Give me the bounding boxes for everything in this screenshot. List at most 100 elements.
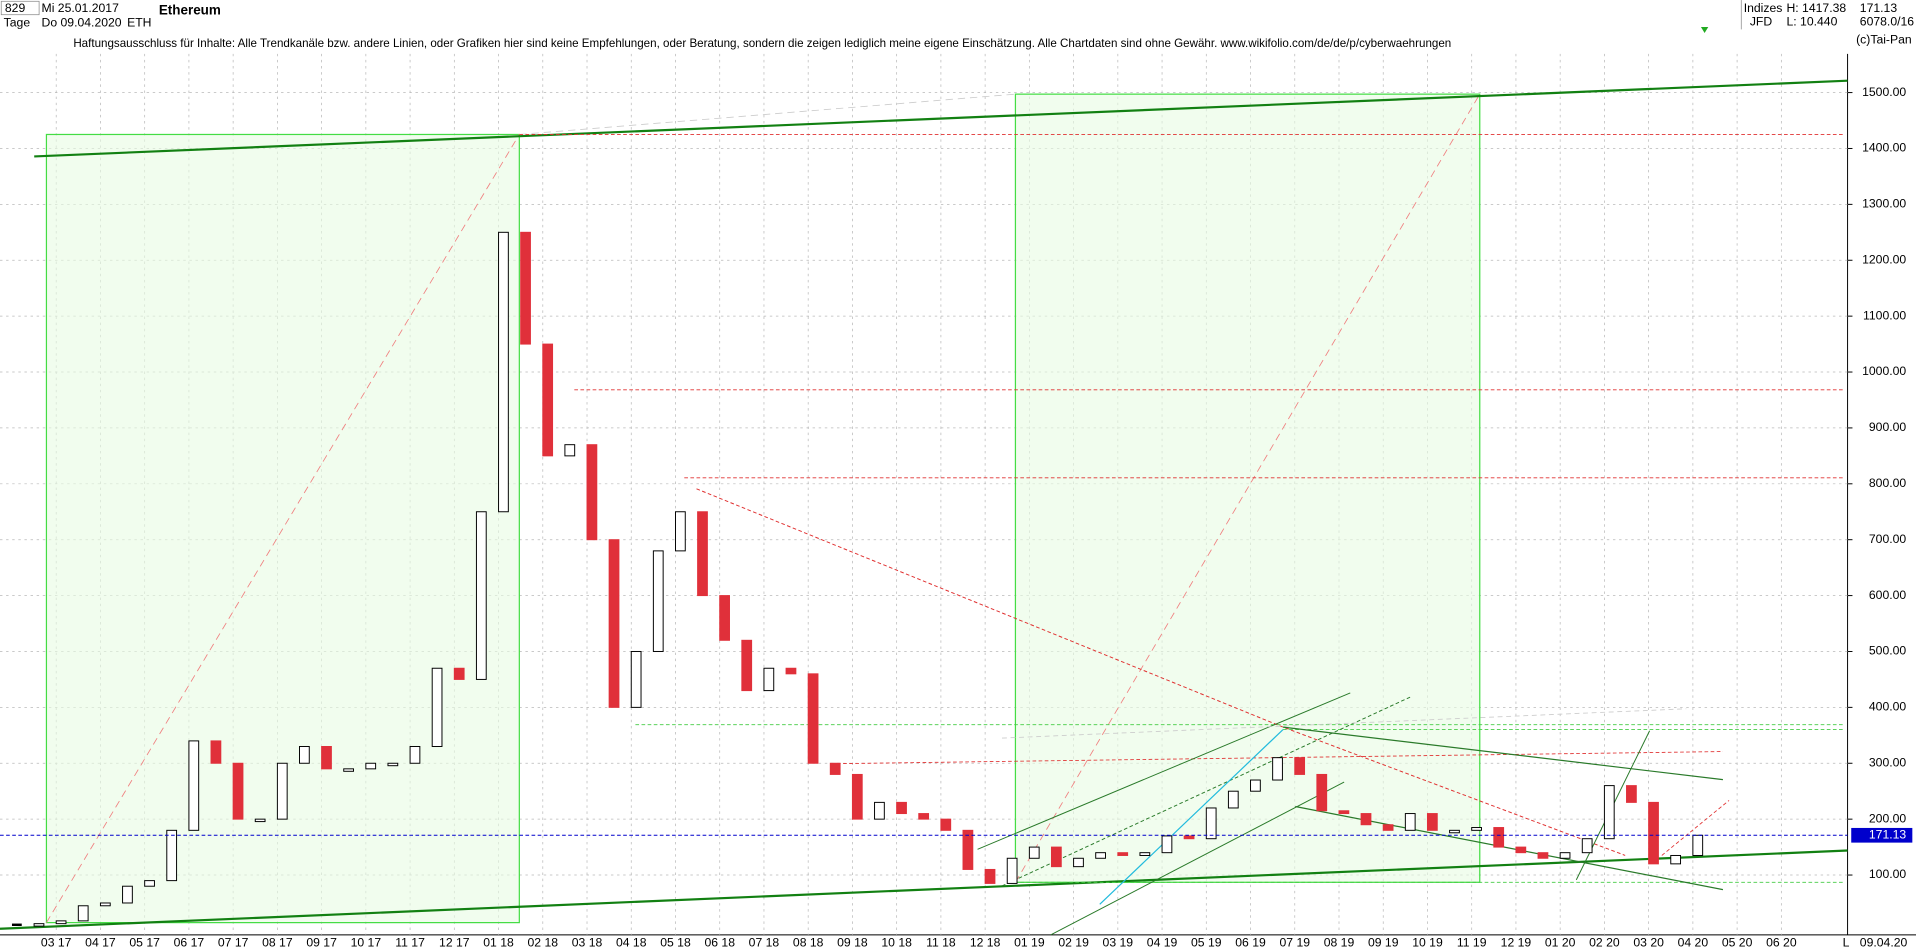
candle bbox=[254, 818, 266, 823]
x-tick-label: 01 19 bbox=[1014, 936, 1045, 950]
x-tick-label: 08 18 bbox=[793, 936, 824, 950]
candle bbox=[1006, 857, 1018, 884]
id-box[interactable] bbox=[0, 0, 40, 16]
candle bbox=[1183, 835, 1195, 840]
drawings bbox=[0, 79, 1848, 936]
x-tick-label: 07 18 bbox=[749, 936, 780, 950]
x-tick-label: 04 20 bbox=[1678, 936, 1709, 950]
y-tick-label: 900.00 bbox=[1869, 420, 1907, 434]
candle bbox=[1426, 813, 1438, 831]
candle bbox=[719, 595, 730, 641]
candle bbox=[1205, 807, 1217, 840]
x-tick-label: 07 19 bbox=[1279, 936, 1310, 950]
candle bbox=[1692, 834, 1704, 856]
x-tick-label: 09 19 bbox=[1368, 936, 1399, 950]
x-tick-label: 04 17 bbox=[85, 936, 116, 950]
header-title: Ethereum bbox=[159, 3, 221, 18]
y-tick-label: 800.00 bbox=[1869, 476, 1907, 490]
candle bbox=[1382, 824, 1394, 831]
candle bbox=[1294, 757, 1306, 775]
candle bbox=[608, 539, 620, 708]
candle bbox=[1404, 813, 1416, 831]
diag-1 bbox=[46, 134, 520, 923]
footer-mode: L bbox=[1843, 936, 1850, 950]
header-last: 171.13 bbox=[1860, 1, 1898, 15]
candle bbox=[1493, 827, 1505, 848]
candle bbox=[122, 885, 133, 904]
x-tick-label: 11 19 bbox=[1457, 936, 1487, 950]
x-tick-label: 05 19 bbox=[1191, 936, 1222, 950]
candle bbox=[1316, 773, 1328, 812]
candle bbox=[1073, 857, 1084, 868]
x-tick-label: 03 19 bbox=[1103, 936, 1134, 950]
x-tick-label: 03 20 bbox=[1633, 936, 1664, 950]
candle bbox=[896, 801, 907, 815]
header-period[interactable]: Tage bbox=[4, 15, 31, 29]
x-tick-label: 08 17 bbox=[262, 936, 293, 950]
x-tick-label: 01 18 bbox=[483, 936, 514, 950]
candle bbox=[1537, 852, 1549, 859]
candle bbox=[807, 673, 819, 764]
x-tick-label: 11 17 bbox=[395, 936, 425, 950]
last-price-box bbox=[1851, 827, 1913, 843]
candles bbox=[0, 231, 1848, 927]
y-tick-label: 1100.00 bbox=[1863, 308, 1906, 322]
x-tick-label: 03 18 bbox=[572, 936, 603, 950]
header-from-date: Mi 25.01.2017 bbox=[42, 1, 120, 15]
candle bbox=[453, 667, 465, 680]
x-tick-label: 08 19 bbox=[1324, 936, 1355, 950]
candle bbox=[520, 231, 531, 345]
candle bbox=[1272, 757, 1283, 781]
candle bbox=[1471, 827, 1482, 831]
candle bbox=[1250, 779, 1261, 792]
y-tick-label: 600.00 bbox=[1869, 588, 1907, 602]
fan-4 bbox=[1099, 729, 1284, 905]
candle bbox=[1648, 801, 1659, 865]
footer-date: 09.04.20 bbox=[1860, 936, 1908, 950]
projection bbox=[1661, 800, 1730, 856]
candle bbox=[210, 740, 222, 764]
y-tick-label: 700.00 bbox=[1869, 532, 1907, 546]
fan-2 bbox=[1001, 696, 1412, 887]
candle bbox=[431, 667, 443, 747]
x-tick-label: 11 18 bbox=[926, 936, 956, 950]
x-tick-label: 10 18 bbox=[881, 936, 912, 950]
candle bbox=[166, 829, 178, 882]
candle bbox=[741, 639, 753, 692]
x-tick-label: 10 19 bbox=[1412, 936, 1443, 950]
y-tick-label: 1300.00 bbox=[1862, 197, 1906, 211]
last-price-label: 171.13 bbox=[1869, 828, 1907, 842]
x-tick-label: 06 19 bbox=[1235, 936, 1266, 950]
candle bbox=[697, 511, 708, 597]
candle bbox=[1670, 854, 1682, 865]
disclaimer: Haftungsausschluss für Inhalte: Alle Tre… bbox=[73, 37, 1451, 50]
candle bbox=[188, 740, 200, 831]
axis-labels: 100.00 200.00 300.00 400.00 500.00 600.00 700.… bbox=[41, 85, 1913, 950]
candle bbox=[55, 920, 67, 925]
candle bbox=[11, 923, 22, 926]
header-group: Indizes bbox=[1744, 1, 1783, 15]
candle bbox=[1626, 785, 1637, 803]
candle bbox=[77, 905, 89, 922]
candle bbox=[984, 868, 996, 884]
x-tick-label: 07 17 bbox=[218, 936, 249, 950]
x-tick-label: 09 18 bbox=[837, 936, 868, 950]
y-tick-label: 1400.00 bbox=[1862, 141, 1906, 155]
candle bbox=[232, 762, 244, 820]
candle bbox=[1449, 829, 1460, 834]
candle bbox=[387, 762, 399, 767]
candle bbox=[1559, 852, 1571, 859]
header-high: H: 1417.38 bbox=[1786, 1, 1846, 15]
downtrend bbox=[696, 488, 1626, 856]
header-id: 829 bbox=[5, 1, 26, 15]
x-tick-label: 09 17 bbox=[306, 936, 337, 950]
header-source: JFD bbox=[1750, 14, 1773, 28]
y-tick-label: 500.00 bbox=[1869, 644, 1907, 658]
header-to-date: Do 09.04.2020 bbox=[42, 15, 122, 29]
x-tick-label: 12 19 bbox=[1501, 936, 1532, 950]
candle bbox=[498, 231, 509, 513]
candle bbox=[1581, 838, 1593, 854]
candle bbox=[1338, 810, 1350, 815]
candle bbox=[652, 550, 664, 652]
